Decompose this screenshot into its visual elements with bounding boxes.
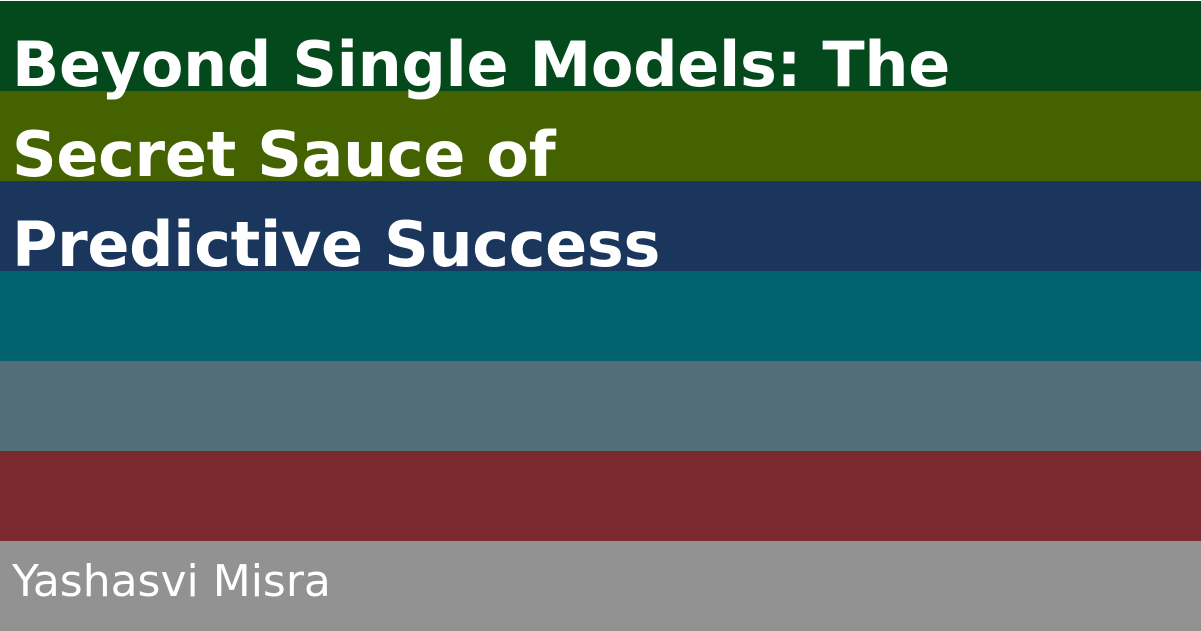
color-band-teal: [0, 271, 1201, 361]
color-band-maroon: [0, 451, 1201, 541]
color-band-gray: [0, 541, 1201, 631]
color-band-olive-green: [0, 91, 1201, 181]
color-band-navy: [0, 181, 1201, 271]
color-band-slate: [0, 361, 1201, 451]
color-band-dark-green: [0, 1, 1201, 91]
title-line: Beyond Single Models: The: [12, 28, 950, 101]
author-name: Yashasvi Misra: [12, 556, 331, 607]
title-line: Predictive Success: [12, 208, 661, 281]
title-line: Secret Sauce of: [12, 118, 556, 191]
